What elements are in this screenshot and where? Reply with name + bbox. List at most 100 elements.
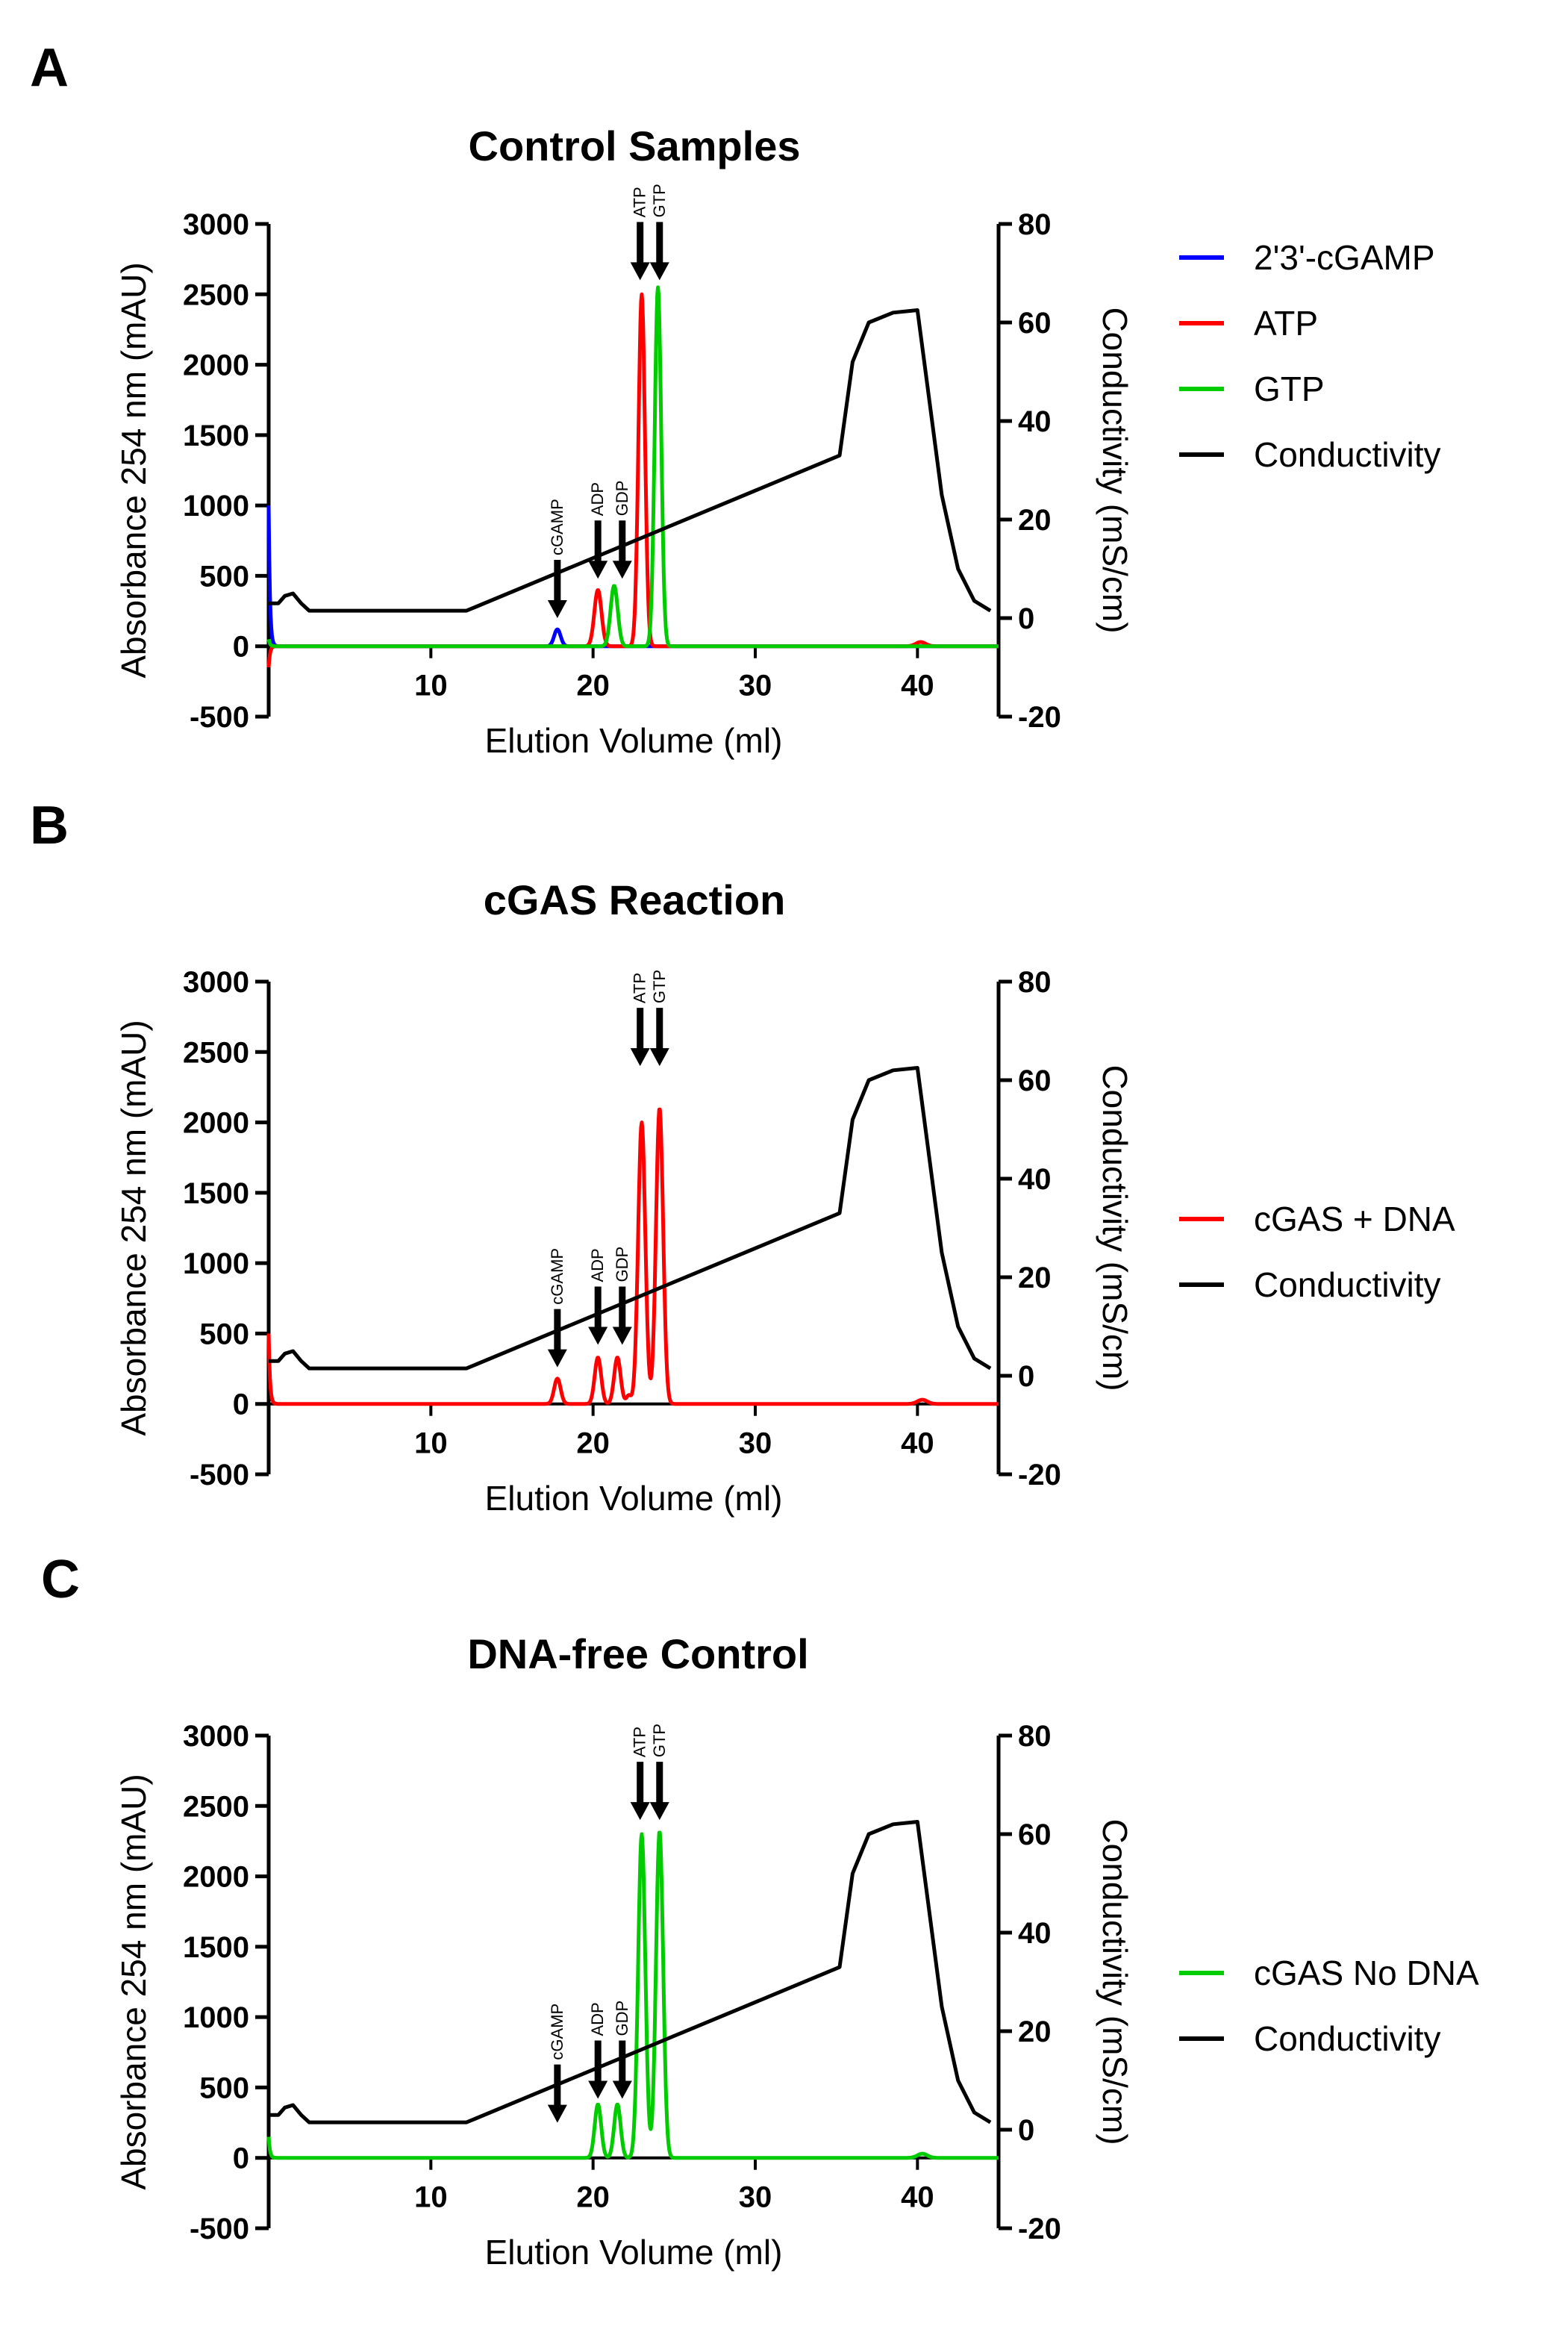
y2-tick-label: 80 [1018, 1720, 1052, 1753]
x-tick-label: 10 [414, 670, 448, 702]
y-tick-label: -500 [190, 701, 249, 734]
y2-tick-label: 40 [1018, 1917, 1052, 1950]
y-tick-label: 0 [233, 2142, 249, 2175]
x-tick-label: 40 [901, 670, 934, 702]
y2-tick-label: 20 [1018, 1262, 1052, 1294]
panel-letter: C [41, 1550, 80, 1609]
x-tick-label: 40 [901, 2181, 934, 2214]
annotation-label-cgamp: cGAMP [548, 1248, 566, 1305]
y2-tick-label: 80 [1018, 966, 1052, 999]
legend-label-conductivity: Conductivity [1254, 2019, 1441, 2058]
y-tick-label: 3000 [183, 1720, 249, 1753]
y-tick-label: 2500 [183, 1036, 249, 1069]
annotation-label-gdp: GDP [613, 481, 631, 517]
annotation-arrow-head [612, 1327, 632, 1345]
legend-label-cgas-no-dna: cGAS No DNA [1254, 1954, 1479, 1992]
x-tick-label: 30 [739, 2181, 772, 2214]
series-line-conductivity [269, 308, 992, 613]
x-tick-label: 10 [414, 1427, 448, 1460]
annotation-label-gtp: GTP [650, 184, 669, 217]
panel-b: B cGAS Reaction -500 0 500 1000 1500 2000 2500… [30, 796, 1455, 1518]
x-tick-label: 20 [576, 1427, 610, 1460]
panel-c: C DNA-free Control -500 0 500 1000 1500 2000 2… [41, 1550, 1479, 2272]
legend-label-gtp: GTP [1254, 370, 1325, 408]
annotation-label-gdp: GDP [613, 2001, 631, 2036]
annotation-arrow-head [630, 262, 650, 281]
y-axis-label: Absorbance 254 nm (mAU) [114, 262, 153, 678]
y2-tick-label: -20 [1018, 701, 1061, 734]
annotation-label-adp: ADP [588, 1248, 607, 1282]
y2-axis-label: Conductivity (mS/cm) [1096, 1064, 1134, 1391]
y-tick-label: 1500 [183, 1931, 249, 1964]
panel-letter: A [30, 38, 69, 98]
legend-label-conductivity: Conductivity [1254, 1265, 1441, 1304]
chart-title: DNA-free Control [467, 1630, 808, 1677]
x-tick-label: 40 [901, 1427, 934, 1460]
y-tick-label: 2000 [183, 1107, 249, 1140]
chart-title: cGAS Reaction [484, 876, 786, 923]
plot-area: -500 0 500 1000 1500 2000 2500 3000 -20 0 20 40 60 80… [114, 184, 1441, 760]
chart-title: Control Samples [469, 122, 801, 169]
y-tick-label: 3000 [183, 966, 249, 999]
annotation-label-adp: ADP [588, 482, 607, 516]
y2-axis-label: Conductivity (mS/cm) [1096, 307, 1134, 633]
annotation-arrow-head [588, 561, 608, 579]
y2-tick-label: 20 [1018, 504, 1052, 537]
x-tick-label: 20 [576, 670, 610, 702]
annotation-label-atp: ATP [631, 1727, 649, 1757]
panel-a: A Control Samples -500 0 500 1000 1500 2000 25… [30, 38, 1441, 760]
y-tick-label: 3000 [183, 208, 249, 241]
y-tick-label: 1500 [183, 420, 249, 452]
annotation-arrow-head [649, 262, 669, 281]
annotation-arrow-head [649, 1802, 669, 1821]
y-axis-label: Absorbance 254 nm (mAU) [114, 1020, 153, 1435]
y2-tick-label: 60 [1018, 1818, 1052, 1851]
y2-tick-label: -20 [1018, 2213, 1061, 2245]
series-line-conductivity [269, 1066, 992, 1371]
annotation-arrow-head [612, 2080, 632, 2099]
annotation-arrow-head [588, 2080, 608, 2099]
annotation-label-gtp: GTP [650, 970, 669, 1003]
plot-area: -500 0 500 1000 1500 2000 2500 3000 -20 0 20 40 60 80… [114, 1720, 1479, 2272]
annotation-arrow-head [649, 1048, 669, 1067]
annotation-arrow-head [588, 1327, 608, 1345]
y-tick-label: 0 [233, 1388, 249, 1421]
y-tick-label: 2000 [183, 1861, 249, 1894]
x-tick-label: 20 [576, 2181, 610, 2214]
annotation-arrow-head [612, 561, 632, 579]
annotation-arrow-head [547, 2104, 567, 2123]
annotation-arrow-head [547, 1349, 567, 1368]
x-tick-label: 30 [739, 1427, 772, 1460]
y-tick-label: 1000 [183, 1247, 249, 1280]
series-line-cgas-no-dna [266, 1830, 1000, 2160]
x-axis-label: Elution Volume (ml) [485, 1479, 783, 1518]
series-line-cgas-dna [266, 1107, 1000, 1406]
y-tick-label: -500 [190, 1459, 249, 1491]
x-axis-label: Elution Volume (ml) [485, 721, 783, 760]
y-tick-label: 500 [199, 2071, 249, 2104]
annotation-arrow-head [630, 1048, 650, 1067]
y-tick-label: 2500 [183, 278, 249, 311]
y2-tick-label: 60 [1018, 1064, 1052, 1097]
annotation-label-cgamp: cGAMP [548, 499, 566, 555]
plot-area: -500 0 500 1000 1500 2000 2500 3000 -20 0 20 40 60 80… [114, 966, 1455, 1518]
annotation-label-gtp: GTP [650, 1724, 669, 1757]
series-line-gtp [266, 285, 1000, 649]
legend-label-cgas-dna: cGAS + DNA [1254, 1200, 1455, 1238]
y-tick-label: -500 [190, 2213, 249, 2245]
y-tick-label: 1000 [183, 490, 249, 523]
y2-tick-label: 0 [1018, 1360, 1034, 1393]
y2-tick-label: 40 [1018, 405, 1052, 438]
annotation-label-atp: ATP [631, 187, 649, 217]
legend-label-conductivity: Conductivity [1254, 435, 1441, 474]
x-tick-label: 10 [414, 2181, 448, 2214]
annotation-arrow-head [547, 600, 567, 618]
panel-letter: B [30, 796, 69, 855]
y2-tick-label: 60 [1018, 307, 1052, 340]
series-line-conductivity [269, 1820, 992, 2124]
y-tick-label: 2000 [183, 349, 249, 382]
annotation-label-gdp: GDP [613, 1247, 631, 1282]
annotation-label-adp: ADP [588, 2002, 607, 2036]
y-tick-label: 500 [199, 560, 249, 593]
